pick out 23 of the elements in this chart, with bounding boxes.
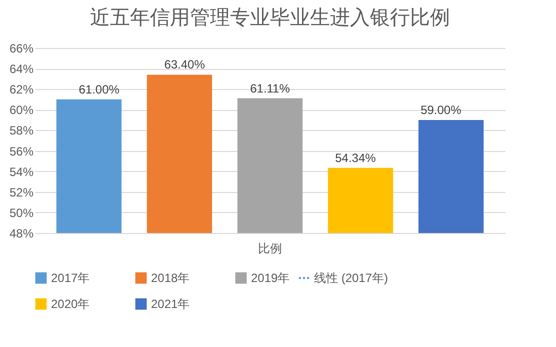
- chart-title: 近五年信用管理专业毕业生进入银行比例: [90, 7, 450, 29]
- y-tick-label: 52%: [9, 185, 34, 200]
- legend-label: 2019年: [251, 271, 290, 285]
- data-label: 61.11%: [250, 81, 290, 96]
- y-tick-label: 66%: [9, 42, 34, 56]
- data-label: 63.40%: [164, 58, 206, 72]
- legend-label: 2018年: [151, 271, 190, 285]
- legend-label: 2020年: [51, 297, 90, 311]
- y-tick-label: 54%: [9, 164, 34, 179]
- y-tick-label: 50%: [9, 206, 34, 220]
- legend-label: 线性 (2017年): [314, 271, 388, 285]
- legend-label: 2017年: [51, 271, 90, 285]
- data-label: 54.34%: [335, 150, 376, 165]
- data-label: 61.00%: [78, 82, 120, 96]
- y-tick-label: 62%: [9, 82, 34, 97]
- y-tick-label: 48%: [9, 226, 34, 240]
- x-tick-label: 比例: [258, 242, 282, 256]
- y-tick-label: 56%: [9, 144, 34, 158]
- y-tick-label: 60%: [9, 103, 34, 118]
- y-tick-label: 58%: [9, 124, 34, 138]
- data-label: 59.00%: [420, 102, 462, 117]
- legend-label: 2021年: [151, 297, 190, 311]
- y-tick-label: 64%: [9, 62, 34, 76]
